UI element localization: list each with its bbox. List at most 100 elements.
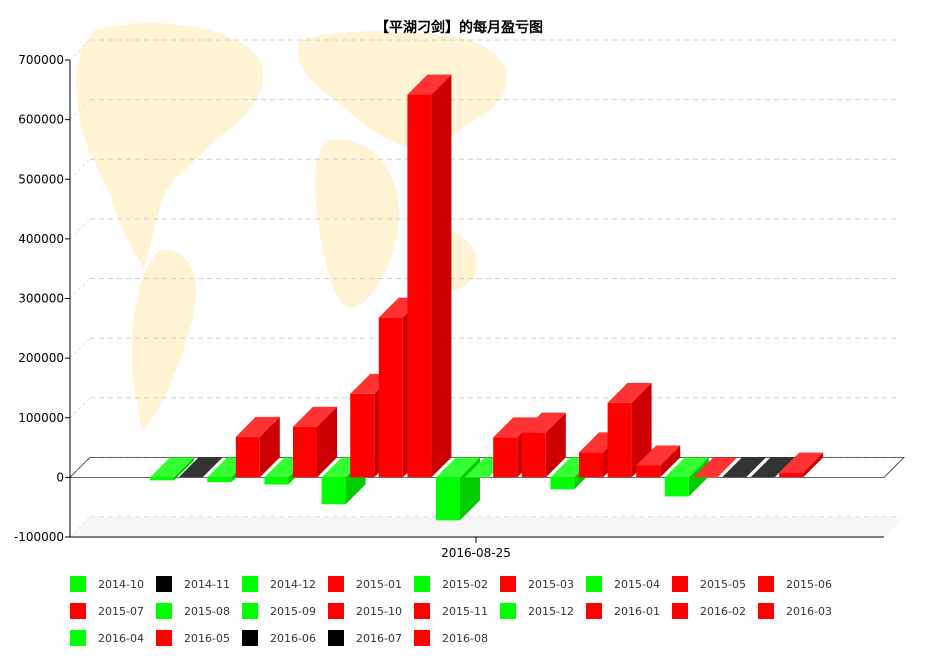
legend-swatch <box>500 603 516 619</box>
legend-swatch <box>414 630 430 646</box>
grid-line-depth <box>69 337 91 359</box>
legend-item-2016-01[interactable]: 2016-01 <box>586 603 660 619</box>
grid-line-depth <box>69 39 91 61</box>
bar-front <box>378 317 403 478</box>
legend-label: 2015-06 <box>786 578 832 591</box>
legend-swatch <box>672 576 688 592</box>
bar-front <box>607 402 632 478</box>
bar-2015-03 <box>293 406 337 478</box>
legend-label: 2016-06 <box>270 632 316 645</box>
y-tick-label: 500000 <box>18 172 64 186</box>
floor-plane <box>70 517 904 537</box>
bar-top <box>407 74 452 95</box>
legend-item-2016-03[interactable]: 2016-03 <box>758 603 832 619</box>
bar-top <box>664 457 709 478</box>
legend-item-2014-12[interactable]: 2014-12 <box>242 576 316 592</box>
legend-item-2016-05[interactable]: 2016-05 <box>156 630 230 646</box>
legend-label: 2015-08 <box>184 605 230 618</box>
bar-front <box>293 426 317 478</box>
legend-item-2015-06[interactable]: 2015-06 <box>758 576 832 592</box>
legend-item-2014-11[interactable]: 2014-11 <box>156 576 230 592</box>
legend-item-2016-02[interactable]: 2016-02 <box>672 603 746 619</box>
bar-side <box>631 382 652 478</box>
legend-swatch <box>500 576 516 592</box>
legend-item-2015-11[interactable]: 2015-11 <box>414 603 488 619</box>
legend-item-2015-07[interactable]: 2015-07 <box>70 603 144 619</box>
bar-front <box>235 436 260 478</box>
bar-front <box>150 477 174 481</box>
legend-label: 2015-11 <box>442 605 488 618</box>
legend-label: 2016-02 <box>700 605 746 618</box>
legend-swatch <box>758 603 774 619</box>
y-tick-label: 0 <box>56 470 64 484</box>
x-category-label: 2016-08-25 <box>441 546 511 560</box>
bar-2015-11 <box>521 412 566 478</box>
bar-top <box>235 416 280 437</box>
bar-front <box>207 477 232 483</box>
bar-2015-01 <box>235 416 280 478</box>
legend-swatch <box>586 603 602 619</box>
grid-line-depth <box>69 99 91 120</box>
bar-front <box>664 477 689 497</box>
bar-side <box>803 452 824 478</box>
legend-label: 2015-10 <box>356 605 402 618</box>
legend-item-2016-04[interactable]: 2016-04 <box>70 630 144 646</box>
bar-front <box>550 477 575 490</box>
legend-item-2016-07[interactable]: 2016-07 <box>328 630 402 646</box>
legend-label: 2014-12 <box>270 578 316 591</box>
legend-item-2015-10[interactable]: 2015-10 <box>328 603 402 619</box>
legend-swatch <box>586 576 602 592</box>
bar-side <box>660 445 681 478</box>
legend-swatch <box>156 576 172 592</box>
legend-swatch <box>156 630 172 646</box>
legend-item-2015-03[interactable]: 2015-03 <box>500 576 574 592</box>
legend-item-2016-08[interactable]: 2016-08 <box>414 630 488 646</box>
legend-label: 2016-04 <box>98 632 144 645</box>
bar-front <box>321 477 346 505</box>
grid-line-depth <box>69 397 91 419</box>
bar-side <box>259 416 280 478</box>
legend-item-2016-06[interactable]: 2016-06 <box>242 630 316 646</box>
bar-2016-07 <box>750 457 795 478</box>
legend-label: 2015-05 <box>700 578 746 591</box>
bar-2016-02 <box>607 382 652 478</box>
legend-item-2014-10[interactable]: 2014-10 <box>70 576 144 592</box>
legend-swatch <box>70 603 86 619</box>
grid-line-depth <box>69 278 91 299</box>
legend-item-2015-05[interactable]: 2015-05 <box>672 576 746 592</box>
legend-item-2015-09[interactable]: 2015-09 <box>242 603 316 619</box>
legend-item-2015-01[interactable]: 2015-01 <box>328 576 402 592</box>
legend-label: 2016-03 <box>786 605 832 618</box>
world-map-watermark <box>76 23 508 430</box>
legend-label: 2015-04 <box>614 578 660 591</box>
legend-item-2015-04[interactable]: 2015-04 <box>586 576 660 592</box>
bar-2016-08 <box>779 452 824 478</box>
legend-item-2015-02[interactable]: 2015-02 <box>414 576 488 592</box>
legend-label: 2015-09 <box>270 605 316 618</box>
bar-front <box>350 393 375 478</box>
y-tick-label: 300000 <box>18 292 64 306</box>
y-tick-label: 100000 <box>18 411 64 425</box>
legend-swatch <box>242 576 258 592</box>
legend: 2014-10 2014-11 2014-12 2015-01 2015-02 2015-… <box>70 576 832 646</box>
bar-top <box>779 452 824 473</box>
legend-swatch <box>414 603 430 619</box>
legend-swatch <box>242 630 258 646</box>
legend-item-2015-08[interactable]: 2015-08 <box>156 603 230 619</box>
legend-label: 2016-05 <box>184 632 230 645</box>
bar-2016-06 <box>722 457 766 478</box>
legend-swatch <box>70 576 86 592</box>
bars <box>150 74 824 521</box>
legend-label: 2014-11 <box>184 578 230 591</box>
bar-top <box>607 382 652 403</box>
bar-top <box>436 457 480 478</box>
bar-top <box>293 406 337 427</box>
legend-label: 2015-01 <box>356 578 402 591</box>
y-tick-label: -100000 <box>14 530 64 544</box>
bar-front <box>493 437 518 478</box>
bar-top <box>636 445 681 466</box>
grid-lines <box>69 39 904 538</box>
grid-line-depth <box>69 218 91 240</box>
bar-front <box>636 465 661 478</box>
legend-item-2015-12[interactable]: 2015-12 <box>500 603 574 619</box>
